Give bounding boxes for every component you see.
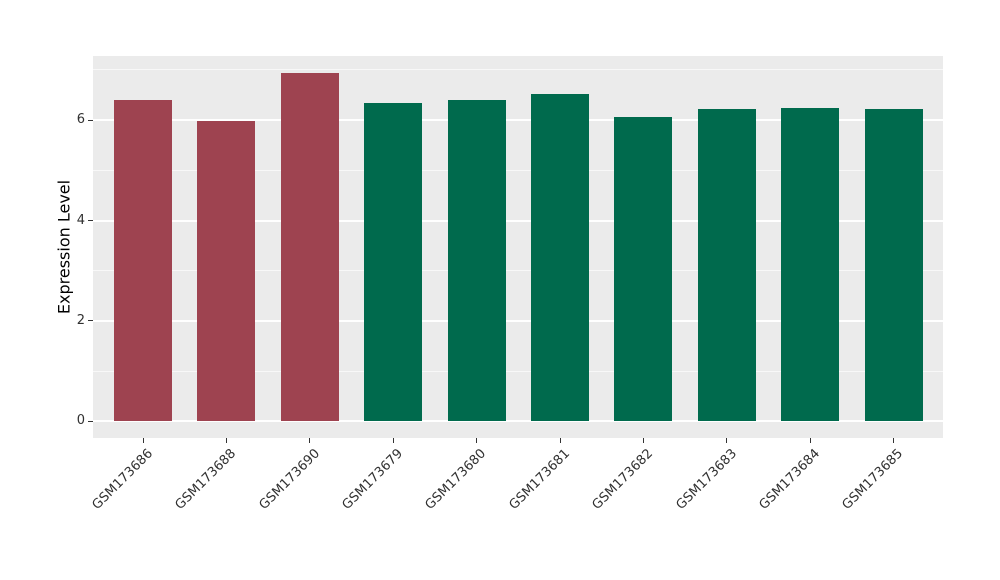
x-tick-mark <box>809 438 811 443</box>
y-tick-label: 6 <box>76 112 85 128</box>
x-tick-mark <box>559 438 561 443</box>
x-tick-label: GSM173682 <box>589 446 657 513</box>
x-tick-mark <box>726 438 728 443</box>
y-tick-label: 2 <box>76 312 85 328</box>
x-tick-mark <box>309 438 311 443</box>
x-tick-label: GSM173683 <box>673 446 740 513</box>
x-tick-label: GSM173680 <box>422 446 490 513</box>
x-tick-mark <box>142 438 144 443</box>
x-tick-mark <box>392 438 394 443</box>
x-tick-mark <box>642 438 644 443</box>
x-tick-label: GSM173679 <box>339 446 407 513</box>
plot-panel <box>93 56 943 438</box>
y-tick-label: 0 <box>76 413 85 429</box>
x-tick-mark <box>476 438 478 443</box>
x-tick-label: GSM173681 <box>506 446 573 513</box>
y-axis-title: Expression Level <box>54 179 74 315</box>
x-tick-label: GSM173685 <box>839 446 907 513</box>
x-tick-label: GSM173690 <box>256 446 323 513</box>
x-tick-label: GSM173686 <box>89 446 156 513</box>
x-tick-mark <box>893 438 895 443</box>
x-tick-label: GSM173684 <box>756 446 824 513</box>
x-tick-mark <box>225 438 227 443</box>
x-tick-label: GSM173688 <box>172 446 240 513</box>
